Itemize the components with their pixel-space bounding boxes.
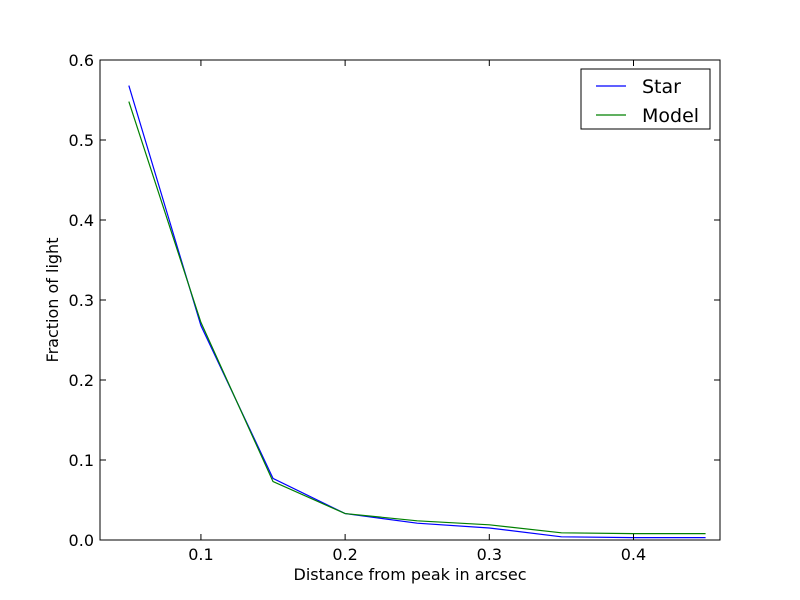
legend-frame: [580, 68, 711, 130]
x-tick-label: 0.1: [188, 545, 213, 564]
y-tick-label: 0.5: [69, 131, 94, 150]
y-axis-label: Fraction of light: [43, 238, 62, 363]
y-tick-label: 0.2: [69, 371, 94, 390]
y-tick-label: 0.0: [69, 531, 94, 550]
legend: Star Model: [580, 68, 711, 130]
legend-label-star: Star: [642, 76, 681, 98]
x-tick-label: 0.2: [332, 545, 357, 564]
y-tick-label: 0.3: [69, 291, 94, 310]
x-tick-label: 0.4: [621, 545, 646, 564]
x-tick-label: 0.3: [477, 545, 502, 564]
plot-area: 0.1 0.2 0.3 0.4 0.0 0.1 0.2 0.3 0.4 0.5 0.6: [69, 51, 721, 564]
legend-label-model: Model: [642, 105, 699, 127]
y-tick-label: 0.6: [69, 51, 94, 70]
x-axis-label: Distance from peak in arcsec: [294, 565, 527, 584]
y-tick-label: 0.4: [69, 211, 94, 230]
series-line-model: [128, 101, 706, 535]
y-tick-label: 0.1: [69, 451, 94, 470]
